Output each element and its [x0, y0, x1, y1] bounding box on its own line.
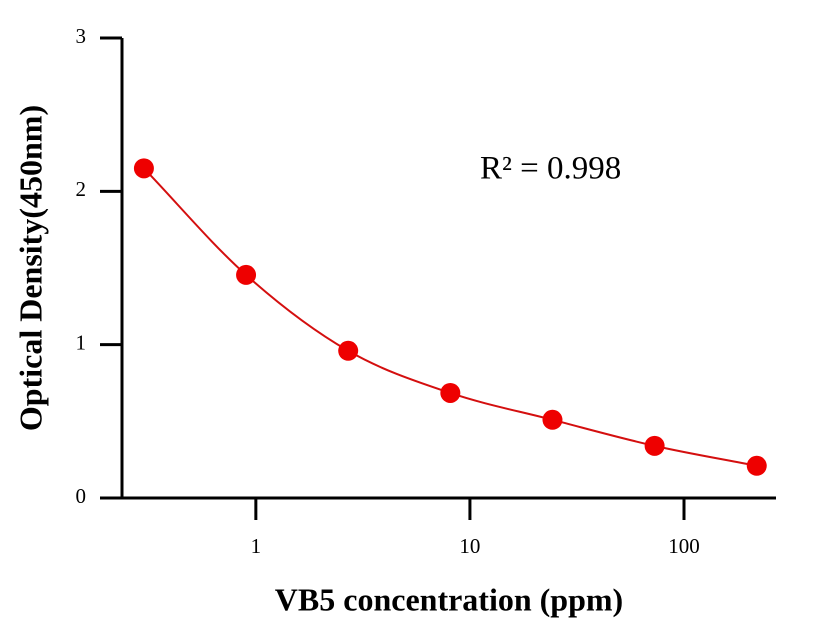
point — [746, 455, 767, 476]
point — [236, 264, 257, 285]
annotation: R² = 0.998 — [480, 151, 621, 187]
point — [644, 435, 665, 456]
y-tick-label: 0 — [76, 484, 87, 508]
y-tick-label: 2 — [76, 177, 87, 201]
y-tick-label: 3 — [76, 24, 87, 48]
point — [338, 340, 359, 361]
y-axis-title: Optical Density(450nm) — [12, 105, 48, 431]
x-tick-label: 100 — [668, 534, 700, 558]
point — [542, 409, 563, 430]
point — [133, 158, 154, 179]
point — [440, 382, 461, 403]
fit-curve — [143, 167, 757, 467]
x-tick-label: 10 — [459, 534, 480, 558]
y-tick-label: 1 — [76, 330, 87, 354]
x-tick-label: 1 — [251, 534, 262, 558]
x-axis-title: VB5 concentration (ppm) — [275, 581, 623, 617]
